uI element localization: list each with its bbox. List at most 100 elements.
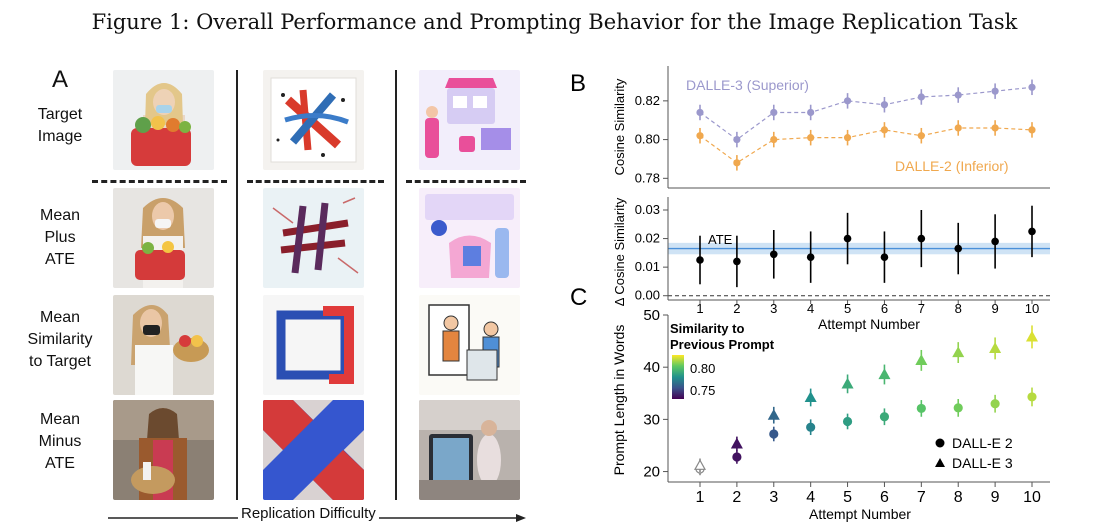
x-tick-label: 5 xyxy=(843,489,852,506)
data-point-triangle xyxy=(767,408,780,420)
data-point-circle xyxy=(879,412,890,422)
colorbar xyxy=(672,355,684,399)
y-tick-label: 0.02 xyxy=(635,231,660,246)
data-point-triangle xyxy=(693,459,707,470)
x-tick-label: 3 xyxy=(770,301,777,316)
data-point-triangle xyxy=(989,342,1002,353)
y-tick-label: 0.78 xyxy=(635,170,660,185)
colorbar-tick: 0.75 xyxy=(690,383,715,398)
x-tick-label: 6 xyxy=(881,301,888,316)
x-tick-label: 10 xyxy=(1023,489,1041,506)
data-point-circle xyxy=(1027,392,1037,402)
plot-b-top: 0.78 0.80 0.82 Cosine Similarity DALLE-3 (Su… xyxy=(612,66,1050,189)
data-point xyxy=(807,134,815,142)
y-tick-label: 20 xyxy=(643,464,660,481)
legend-dalle2: DALLE-2 (Inferior) xyxy=(895,158,1009,174)
data-point xyxy=(991,237,999,246)
series-line xyxy=(699,127,1033,164)
data-point xyxy=(733,257,741,266)
image-target-abstract-x xyxy=(263,70,364,170)
legend-label-dalle2: DALL-E 2 xyxy=(952,435,1013,451)
x-tick-label: 4 xyxy=(806,489,815,506)
data-point xyxy=(917,234,926,243)
plot-c: 20 30 40 50 Prompt Length in Words 1 2 3 4 5 6 7 8 9 1… xyxy=(611,307,1050,522)
x-tick-label: 8 xyxy=(954,489,963,506)
image-mean-abstract-square xyxy=(263,295,364,395)
data-point-triangle xyxy=(915,354,928,366)
ate-label: ATE xyxy=(708,232,733,247)
y-tick-label: 0.03 xyxy=(635,202,660,217)
legend-marker-triangle xyxy=(935,458,945,467)
data-point xyxy=(1028,126,1036,134)
data-point xyxy=(954,91,962,99)
image-mean-cartoon-shoppers xyxy=(419,295,520,395)
data-point xyxy=(1028,227,1036,236)
legend-title: Similarity to xyxy=(670,321,744,336)
data-point-triangle xyxy=(878,368,891,380)
data-point xyxy=(770,135,778,144)
data-point xyxy=(843,134,852,142)
image-plus-ate-shopping-illustration xyxy=(419,188,520,288)
data-point xyxy=(954,244,963,253)
data-point xyxy=(696,108,704,117)
legend-marker-circle xyxy=(935,438,945,448)
data-point-circle xyxy=(769,429,779,439)
row-divider xyxy=(406,180,526,183)
y-tick-label: 50 xyxy=(643,307,660,324)
y-axis-label: Δ Cosine Similarity xyxy=(612,197,627,306)
data-point xyxy=(880,101,889,109)
column-divider xyxy=(395,70,397,500)
x-tick-label: 6 xyxy=(880,489,889,506)
data-point-triangle xyxy=(730,437,743,449)
x-axis-label: Attempt Number xyxy=(809,506,911,522)
data-point xyxy=(806,253,815,261)
data-point xyxy=(733,135,741,144)
x-tick-label: 2 xyxy=(732,489,741,506)
data-point xyxy=(733,159,741,167)
y-tick-label: 30 xyxy=(643,411,660,428)
data-point xyxy=(770,108,778,117)
data-point xyxy=(769,250,778,259)
data-point-circle xyxy=(732,452,742,462)
row-divider xyxy=(92,180,227,183)
data-point xyxy=(843,97,852,105)
panel-c-letter: C xyxy=(570,284,587,311)
data-point-triangle xyxy=(804,391,817,403)
x-tick-label: 9 xyxy=(991,301,998,316)
data-point-circle xyxy=(806,422,816,432)
data-point xyxy=(917,93,925,101)
series-line xyxy=(699,86,1033,141)
data-point-triangle xyxy=(1025,330,1039,342)
data-point xyxy=(991,124,999,132)
y-axis-label: Cosine Similarity xyxy=(612,78,627,175)
x-tick-label: 5 xyxy=(844,301,851,316)
x-tick-label: 7 xyxy=(917,489,926,506)
x-tick-label: 7 xyxy=(918,301,925,316)
column-divider xyxy=(236,70,238,500)
data-point xyxy=(991,87,999,95)
y-tick-label: 40 xyxy=(643,359,660,376)
figure-title: Figure 1: Overall Performance and Prompt… xyxy=(91,10,1018,34)
legend-title: Previous Prompt xyxy=(670,337,775,352)
x-tick-label: 8 xyxy=(955,301,962,316)
image-minus-ate-woman-basket xyxy=(113,400,214,500)
row-label-plus-ate: Mean Plus ATE xyxy=(39,207,81,268)
x-tick-label: 4 xyxy=(807,301,814,316)
image-plus-ate-woman-basket xyxy=(113,188,214,288)
data-point xyxy=(1028,83,1036,91)
data-point xyxy=(880,126,889,134)
panel-a-letter: A xyxy=(52,66,69,93)
row-label-minus-ate: Mean Minus ATE xyxy=(38,411,82,472)
panel-b-letter: B xyxy=(570,70,586,97)
x-axis-label: Attempt Number xyxy=(818,316,920,332)
x-tick-label: 9 xyxy=(991,489,1000,506)
image-minus-ate-abstract-x xyxy=(263,400,364,500)
image-target-shopping-illustration xyxy=(419,70,520,170)
y-tick-label: 0.80 xyxy=(635,132,660,147)
data-point-triangle xyxy=(952,346,965,358)
x-tick-label: 3 xyxy=(769,489,778,506)
y-tick-label: 0.01 xyxy=(635,259,660,274)
data-point xyxy=(917,132,925,140)
data-point-circle xyxy=(916,403,926,414)
data-point xyxy=(843,234,852,243)
